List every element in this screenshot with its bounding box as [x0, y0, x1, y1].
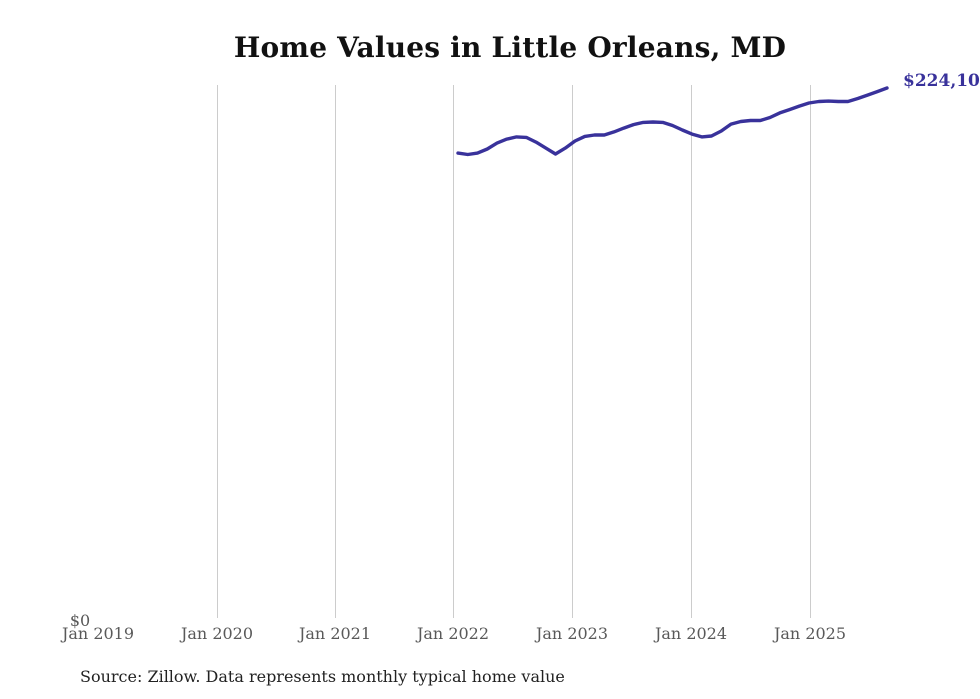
x-tick-label: Jan 2023 — [535, 624, 609, 643]
chart-title: Home Values in Little Orleans, MD — [233, 31, 787, 64]
x-tick-label: Jan 2024 — [654, 624, 728, 643]
x-tick-label: Jan 2021 — [298, 624, 372, 643]
y-axis-zero-label: $0 — [69, 611, 91, 630]
latest-value-label: $224,107 — [903, 71, 980, 91]
x-tick-label: Jan 2022 — [416, 624, 490, 643]
x-tick-label: Jan 2020 — [180, 624, 254, 643]
home-value-trend-line — [456, 86, 889, 157]
x-tick-label: Jan 2025 — [773, 624, 847, 643]
source-note: Source: Zillow. Data represents monthly … — [80, 667, 565, 686]
x-tick-label: Jan 2019 — [61, 624, 135, 643]
vertical-gridlines — [217, 85, 811, 618]
